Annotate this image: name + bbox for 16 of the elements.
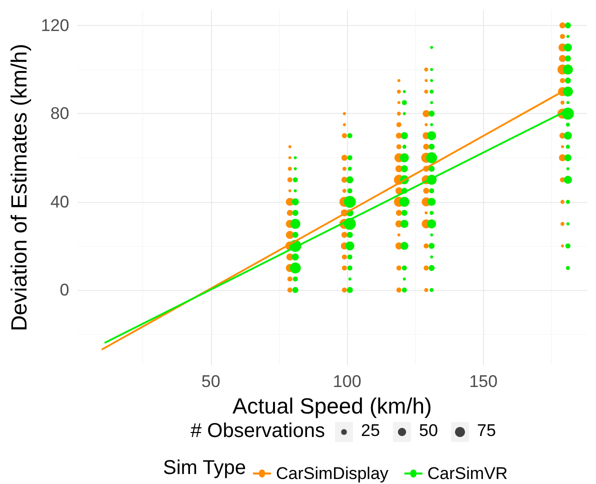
x-tick-label: 50 bbox=[201, 372, 220, 391]
legend-label: 75 bbox=[477, 421, 496, 440]
x-tick-label: 150 bbox=[469, 372, 498, 391]
x-tick-label: 100 bbox=[332, 372, 362, 391]
y-tick-label: 80 bbox=[50, 104, 70, 124]
legend-label: 25 bbox=[361, 421, 380, 440]
legend-title: Sim Type bbox=[163, 457, 246, 479]
legend-label: 50 bbox=[419, 421, 438, 440]
y-tick-label: 0 bbox=[60, 280, 70, 300]
legend-label: CarSimVR bbox=[427, 464, 508, 483]
legend-label: CarSimDisplay bbox=[276, 464, 389, 483]
text: # Observations bbox=[190, 420, 326, 442]
y-tick-label: 40 bbox=[50, 192, 70, 212]
y-axis-title: Deviation of Estimates (km/h) bbox=[6, 44, 32, 332]
x-axis-title: Actual Speed (km/h) bbox=[232, 393, 432, 418]
y-tick-label: 120 bbox=[40, 16, 70, 35]
